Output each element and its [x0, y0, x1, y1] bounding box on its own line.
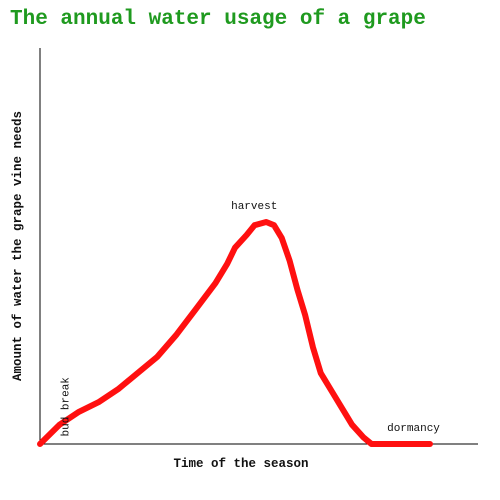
y-axis-label: Amount of water the grape vine needs [11, 111, 25, 381]
x-axis-label: Time of the season [173, 457, 308, 471]
annotation-bud-break: bud break [61, 377, 73, 437]
chart-title: The annual water usage of a grape [10, 8, 426, 31]
annotation-dormancy: dormancy [387, 423, 440, 435]
annotation-harvest: harvest [231, 201, 277, 213]
series-line-0 [37, 219, 433, 447]
series-layer [37, 219, 433, 447]
annotation-layer: bud break harvest dormancy [61, 201, 441, 436]
